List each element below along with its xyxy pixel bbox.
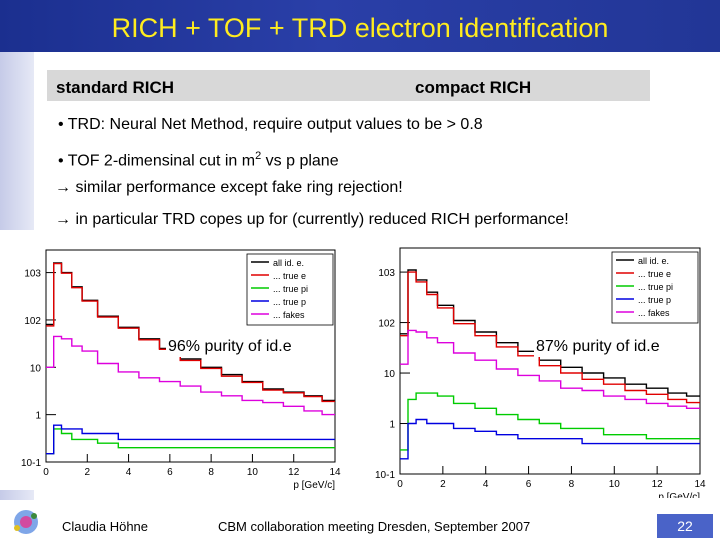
legend-label-true-pi: ... true pi <box>638 282 673 292</box>
bullet-tof-superscript: 2 <box>255 150 262 162</box>
y-tick-label: 102 <box>378 319 395 330</box>
series-fakes <box>400 329 700 409</box>
x-tick-label: 2 <box>85 467 91 478</box>
y-tick-label: 10 <box>30 363 42 374</box>
plot-frame <box>399 247 701 475</box>
series-true-pi <box>400 392 700 451</box>
x-tick-label: 8 <box>208 467 214 478</box>
label-band <box>47 70 650 101</box>
x-tick-label: 4 <box>126 467 132 478</box>
y-tick-label: 10-1 <box>21 458 41 469</box>
x-tick-label: 6 <box>526 479 532 490</box>
bullet-trd: • TRD: Neural Net Method, require output… <box>58 115 483 135</box>
page-number: 22 <box>657 514 713 538</box>
x-tick-label: 0 <box>43 467 49 478</box>
conclusion-trd: → in particular TRD copes up for (curren… <box>55 211 569 228</box>
legend-label-true-e: ... true e <box>638 269 671 279</box>
conclusion-performance: → similar performance except fake ring r… <box>55 179 403 196</box>
legend-label-fakes: ... fakes <box>638 308 670 318</box>
y-tick-label: 103 <box>24 269 41 280</box>
x-tick-label: 12 <box>652 479 664 490</box>
x-tick-label: 0 <box>397 479 403 490</box>
y-tick-label: 1 <box>35 411 41 422</box>
chart-compact-rich: 0 2 4 6 8 10 12 14 10-1 1 10 102 103 p [GeV/c] all id.… <box>375 247 706 503</box>
x-tick-label: 10 <box>609 479 621 490</box>
x-tick-label: 10 <box>247 467 259 478</box>
legend-box <box>246 253 334 326</box>
bullet-tof-text: TOF 2-dimensinal cut in m <box>67 152 256 170</box>
plot-frame <box>45 249 336 463</box>
x-axis-label: p [GeV/c] <box>658 492 700 498</box>
bullet-dot: • <box>58 152 64 170</box>
x-tick-label: 14 <box>694 479 706 490</box>
y-tick-label: 10 <box>384 369 396 380</box>
plot-standard-rich: 0 2 4 6 8 10 12 14 10-1 1 10 102 103 p [GeV/c] all id.… <box>0 230 350 491</box>
series-fakes <box>46 335 335 416</box>
x-tick-label: 2 <box>440 479 446 490</box>
slide-title: RICH + TOF + TRD electron identification <box>111 13 609 43</box>
legend-label-all-ide: all id. e. <box>638 256 669 266</box>
legend-box <box>611 251 699 324</box>
plot-compact-rich: 0 2 4 6 8 10 12 14 10-1 1 10 102 103 p [GeV/c] all id.… <box>360 228 716 503</box>
legend-label-all-ide: all id. e. <box>273 258 304 268</box>
bullet-dot: • <box>58 116 64 133</box>
legend-label-true-p: ... true p <box>638 295 671 305</box>
label-standard-rich: standard RICH <box>56 78 175 97</box>
title-bar <box>0 0 720 52</box>
cbm-logo-icon <box>14 510 38 534</box>
series-true-pi <box>46 428 335 455</box>
legend-label-true-p: ... true p <box>273 297 306 307</box>
legend-label-true-e: ... true e <box>273 271 306 281</box>
footer-meeting: CBM collaboration meeting Dresden, Septe… <box>218 519 531 534</box>
y-tick-label: 1 <box>389 420 395 431</box>
legend-label-fakes: ... fakes <box>273 310 305 320</box>
y-tick-label: 103 <box>378 268 395 279</box>
purity-compact-rich: 87% purity of id.e <box>534 337 662 357</box>
label-compact-rich: compact RICH <box>415 78 532 97</box>
legend-label-true-pi: ... true pi <box>273 284 308 294</box>
x-tick-label: 4 <box>483 479 489 490</box>
x-axis-label: p [GeV/c] <box>293 480 335 490</box>
bullet-tof-text-tail: vs p plane <box>261 152 339 170</box>
series-true-p <box>400 418 700 460</box>
x-tick-label: 14 <box>329 467 341 478</box>
y-tick-label: 102 <box>24 316 41 327</box>
x-tick-label: 8 <box>569 479 575 490</box>
bullet-trd-text: TRD: Neural Net Method, require output v… <box>67 116 483 133</box>
x-tick-label: 6 <box>167 467 173 478</box>
footer-author: Claudia Höhne <box>62 519 149 534</box>
purity-standard-rich: 96% purity of id.e <box>166 337 294 357</box>
series-true-e <box>400 271 700 404</box>
chart-standard-rich: 0 2 4 6 8 10 12 14 10-1 1 10 102 103 p [GeV/c] all id.… <box>21 249 341 491</box>
bullet-tof: • TOF 2-dimensinal cut in m2 vs p plane <box>58 146 339 171</box>
x-tick-label: 12 <box>288 467 300 478</box>
series-true-p <box>46 424 335 455</box>
y-tick-label: 10-1 <box>375 470 395 481</box>
